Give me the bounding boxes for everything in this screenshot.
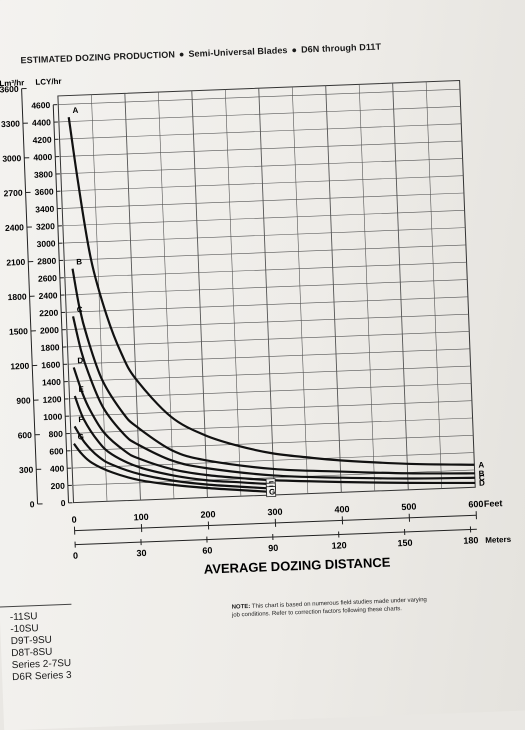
- curve-label-start-B: B: [76, 257, 82, 266]
- y-tick-label-lcy: 200: [50, 481, 65, 492]
- y-tick-label-m3: 600: [18, 430, 33, 441]
- curve-E: [75, 389, 267, 491]
- y-tick-label-lcy: 3600: [34, 186, 54, 197]
- curve-label-start-G: G: [78, 432, 85, 441]
- grid-line-vertical: [326, 86, 342, 493]
- y-tick-label-lcy: 2400: [38, 290, 58, 301]
- grid-line-vertical: [125, 93, 141, 500]
- y-tick-label-m3: 3300: [1, 118, 21, 129]
- y-tick-label-lcy: 1200: [42, 394, 62, 405]
- y-tick-label-lcy: 3200: [36, 221, 56, 232]
- y-tick-label-m3: 2400: [5, 222, 25, 233]
- y-tick-label-lcy: 2800: [37, 256, 57, 267]
- y-tick-label-lcy: 4200: [32, 135, 52, 146]
- x-tick-label-feet: 500: [401, 501, 416, 512]
- grid-line-vertical: [158, 92, 174, 499]
- curve-label-end-G: G: [269, 487, 276, 496]
- y-tick-label-lcy: 1400: [42, 377, 62, 388]
- x-tick-label-feet: 200: [200, 509, 215, 520]
- grid-line-vertical: [393, 83, 409, 490]
- curve-label-start-F: F: [78, 415, 83, 424]
- y-tick-label-lcy: 2200: [39, 308, 59, 319]
- curve-label-start-D: D: [77, 356, 83, 365]
- grid-line-vertical: [91, 95, 107, 502]
- y-tick-label-lcy: 3800: [34, 169, 54, 180]
- x-tick-label-meters: 90: [268, 543, 278, 553]
- grid-line-vertical: [225, 90, 241, 497]
- y-tick-label-m3: 2700: [3, 188, 23, 199]
- grid-line-vertical: [426, 82, 442, 489]
- y-tick-label-m3: 2100: [6, 257, 26, 268]
- y-tick-label-lcy: 2000: [40, 325, 60, 336]
- y-tick-label-lcy: 3400: [35, 204, 55, 215]
- x-tick-label-feet: 400: [334, 504, 349, 515]
- y-tick-label-lcy: 0: [61, 498, 66, 508]
- y-tick-label-m3: 1800: [7, 291, 27, 302]
- x-tick-label-feet: 0: [71, 515, 76, 525]
- curve-label-start-A: A: [72, 106, 78, 115]
- x-tick-label-feet: 600: [468, 499, 483, 510]
- y-tick-label-lcy: 4400: [32, 117, 52, 128]
- grid-line-vertical: [259, 88, 275, 495]
- y-tick-label-lcy: 1000: [43, 411, 63, 422]
- y-unit-lcy: LCY/hr: [35, 77, 62, 87]
- y-tick-label-m3: 3600: [0, 84, 19, 95]
- y-tick-label-m3: 900: [16, 395, 31, 406]
- y-tick-label-lcy: 800: [49, 429, 64, 440]
- y-tick-label-lcy: 4000: [33, 152, 53, 163]
- y-tick-label-m3: 1200: [10, 361, 30, 372]
- y-tick-label-lcy: 4600: [31, 100, 51, 111]
- x-tick-label-meters: 0: [73, 551, 78, 561]
- curve-label-start-E: E: [78, 385, 84, 394]
- x-tick-label-meters: 120: [331, 540, 346, 551]
- x-tick-label-meters: 150: [397, 538, 412, 549]
- y-tick-label-m3: 1500: [9, 326, 29, 337]
- curve-label-end-D: D: [479, 479, 485, 488]
- y-tick-label-lcy: 3000: [36, 238, 56, 249]
- x-unit-meters: Meters: [485, 535, 512, 545]
- y-tick-label-m3: 0: [30, 499, 35, 509]
- note-prefix: NOTE:: [232, 604, 251, 611]
- grid-line-vertical: [192, 91, 208, 498]
- x-tick-label-meters: 30: [136, 548, 146, 558]
- x-tick-label-feet: 300: [267, 507, 282, 518]
- y-tick-label-lcy: 600: [49, 446, 64, 457]
- model-item: D6R Series 3: [12, 670, 72, 684]
- x-tick-label-meters: 180: [463, 535, 478, 546]
- x-unit-feet: Feet: [484, 498, 503, 509]
- y-tick-label-m3: 3000: [2, 153, 22, 164]
- y-tick-label-m3: 300: [19, 465, 34, 476]
- y-tick-label-lcy: 400: [50, 463, 65, 474]
- y-tick-label-lcy: 1600: [41, 360, 61, 371]
- curve-label-start-C: C: [77, 305, 83, 314]
- x-tick-label-meters: 60: [202, 545, 212, 555]
- y-tick-label-lcy: 2600: [38, 273, 58, 284]
- grid-line-vertical: [292, 87, 308, 494]
- y-tick-label-lcy: 1800: [40, 342, 60, 353]
- x-axis-title: AVERAGE DOZING DISTANCE: [204, 555, 391, 577]
- grid-line-vertical: [359, 84, 375, 491]
- x-tick-label-feet: 100: [133, 512, 148, 523]
